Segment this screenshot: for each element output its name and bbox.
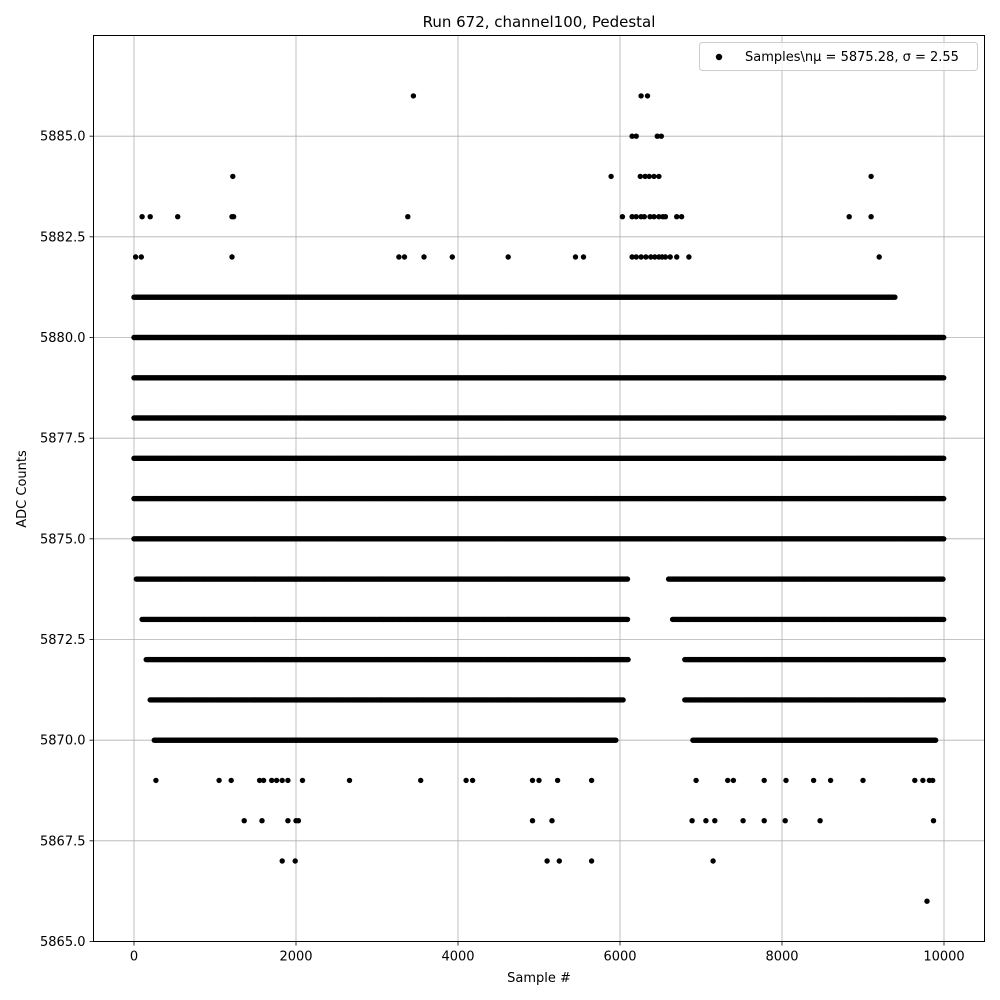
data-point <box>941 415 947 421</box>
data-point <box>941 455 947 461</box>
data-point <box>624 616 631 623</box>
chart-title: Run 672, channel100, Pedestal <box>423 13 656 31</box>
data-points <box>131 93 947 904</box>
data-point <box>940 576 946 582</box>
data-point <box>624 576 631 582</box>
data-point <box>941 616 947 623</box>
grid <box>93 35 985 942</box>
data-point <box>941 495 947 502</box>
data-point <box>941 536 947 542</box>
data-point <box>941 375 947 381</box>
